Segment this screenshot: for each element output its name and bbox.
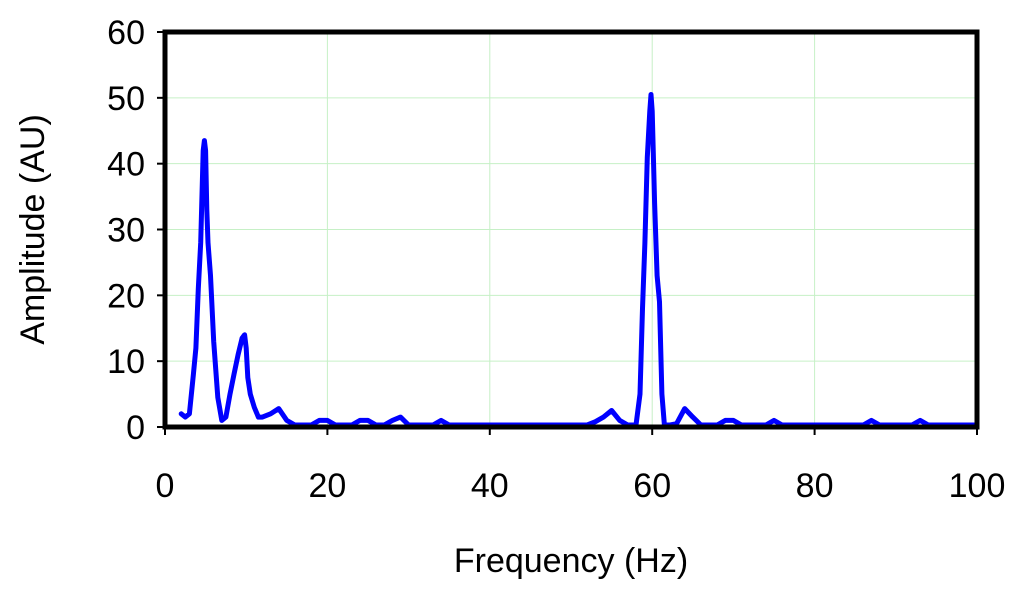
y-tick-label: 60 (107, 14, 145, 52)
x-tick-label: 40 (471, 467, 509, 505)
y-tick-label: 20 (107, 277, 145, 315)
y-tick-label: 50 (107, 80, 145, 118)
x-axis-title: Frequency (Hz) (454, 542, 688, 580)
y-axis-title: Amplitude (AU) (14, 114, 52, 345)
x-tick-label: 20 (308, 467, 346, 505)
plot-area-frame (162, 29, 980, 430)
y-tick-label: 10 (107, 343, 145, 381)
y-tick-label: 30 (107, 212, 145, 250)
x-axis-tick-labels: 0 20 40 60 80 100 (156, 467, 1006, 505)
x-tick-label: 60 (633, 467, 671, 505)
x-tick-label: 0 (156, 467, 175, 505)
y-axis-tick-labels: 0 10 20 30 40 50 60 (107, 14, 145, 447)
y-tick-label: 0 (126, 409, 145, 447)
x-tick-label: 100 (949, 467, 1006, 505)
x-tick-label: 80 (796, 467, 834, 505)
y-tick-label: 40 (107, 146, 145, 184)
